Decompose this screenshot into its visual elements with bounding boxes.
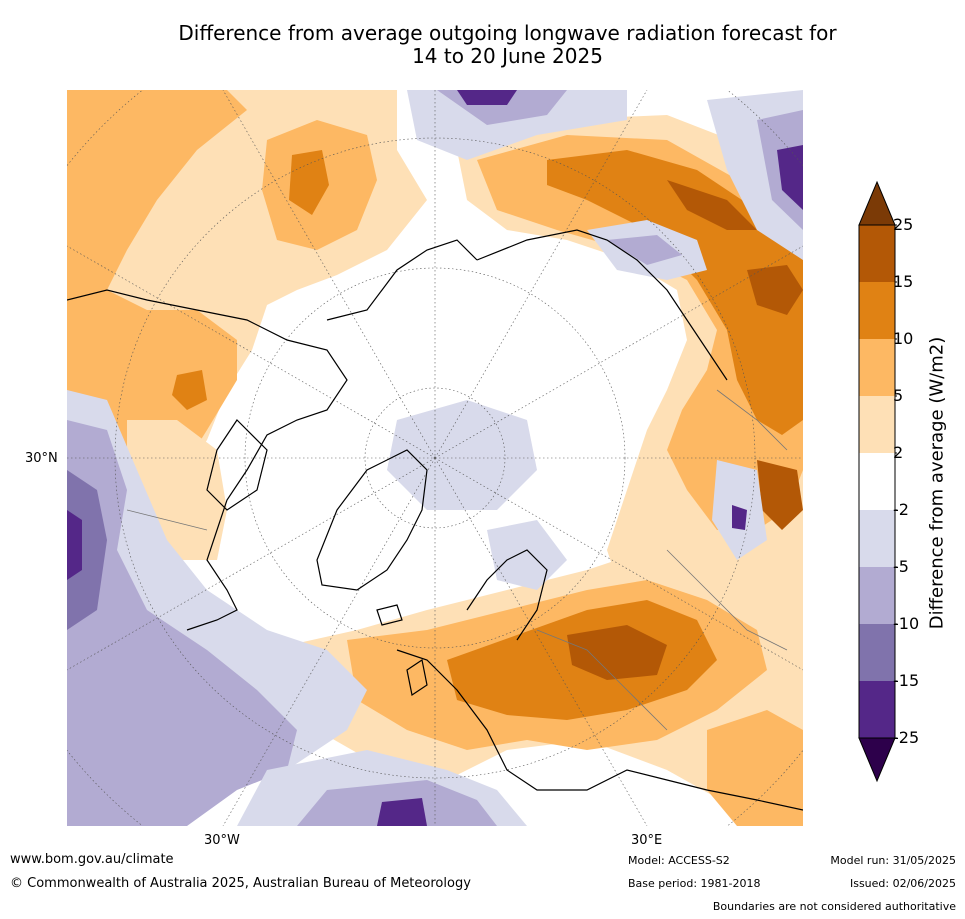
meridian-120w: [67, 245, 436, 459]
colorbar-tick-label: 10: [893, 329, 914, 348]
anomaly-region-north-pacific-core: [289, 150, 329, 215]
anomaly-region-arctic-siberia-medium: [607, 235, 682, 265]
coastline-north-america: [67, 289, 348, 631]
colorbar-axis-label: Difference from average (W/m2): [926, 336, 948, 630]
colorbar-bin-m5-m10: [859, 567, 895, 624]
meridian-150w: [222, 90, 436, 459]
anomaly-region-siberia-core: [667, 180, 757, 230]
coastline-hudson-bay: [206, 419, 268, 511]
anomaly-region-arctic-patch: [387, 400, 537, 510]
coastline-iceland: [376, 604, 403, 626]
meridian-30w: [222, 457, 436, 826]
country-borders: [126, 389, 788, 731]
border-china: [716, 389, 788, 451]
map-title: Difference from average outgoing longwav…: [120, 22, 895, 68]
colorbar-tick-label: 2: [893, 443, 904, 462]
coastline-scandinavia: [466, 549, 548, 641]
anomaly-region-north-pacific-trough-core: [457, 90, 517, 105]
colorbar-bin-m15-m25: [859, 681, 895, 738]
colorbar-bin-10-15: [859, 282, 895, 339]
colorbar-bin-5-10: [859, 339, 895, 396]
colorbar-tick-label: 5: [893, 386, 904, 405]
anomaly-region-atlantic-medium: [67, 420, 297, 826]
model-name: Model: ACCESS-S2: [628, 854, 730, 867]
graticule: [67, 90, 803, 826]
colorbar-tick-label: 15: [893, 272, 914, 291]
website-link[interactable]: www.bom.gov.au/climate: [10, 852, 174, 867]
anomaly-region-tibet-core: [732, 505, 747, 530]
anomaly-region-east-asia-core: [777, 145, 803, 210]
anomaly-region-canada-core: [172, 370, 207, 410]
polar-map: [67, 90, 803, 826]
coastline-greenland: [316, 449, 428, 591]
model-run-date: Model run: 31/05/2025: [830, 854, 956, 867]
coastline-europe: [396, 649, 803, 811]
border-central-asia: [666, 549, 788, 651]
copyright-text: © Commonwealth of Australia 2025, Austra…: [10, 876, 471, 891]
anomaly-region-far-east-core: [747, 265, 803, 315]
base-period: Base period: 1981-2018: [628, 877, 761, 890]
coastlines: [67, 229, 803, 811]
meridian-120e: [434, 245, 803, 459]
coastline-alaska: [326, 239, 478, 321]
anomaly-region-scandinavia-patch: [487, 520, 567, 590]
border-usa-canada: [126, 509, 208, 531]
longitude-label-30e: 30°E: [631, 833, 663, 848]
colorbar-over-arrow: [858, 180, 896, 226]
border-russia-west: [536, 629, 668, 731]
colorbar-bin-neutral: [859, 453, 895, 510]
latitude-circle-80n: [364, 387, 506, 529]
colorbar-tick-label: -5: [893, 557, 909, 576]
meridian-60e: [434, 457, 803, 671]
boundaries-disclaimer: Boundaries are not considered authoritat…: [712, 900, 956, 913]
colorbar: [858, 180, 897, 783]
map-canvas: [67, 90, 803, 826]
anomaly-region-central-asia-core: [757, 460, 803, 530]
latitude-label-30n: 30°N: [25, 451, 58, 466]
coastline-siberia: [476, 229, 728, 381]
colorbar-bin-m2-m5: [859, 510, 895, 567]
colorbar-bin-m10-m15: [859, 624, 895, 681]
colorbar-bin-15-25: [859, 225, 895, 282]
anomaly-region-middle-east: [707, 710, 803, 826]
colorbar-tick-label: -25: [893, 728, 920, 747]
colorbar-ticks: [895, 224, 897, 739]
anomaly-region-atlantic-core: [67, 510, 82, 580]
colorbar-under-arrow: [858, 737, 896, 783]
meridian-60w: [67, 457, 436, 671]
colorbar-tick-label: -2: [893, 500, 909, 519]
meridian-30e: [434, 457, 648, 826]
map-title-line-2: 14 to 20 June 2025: [412, 44, 603, 68]
negative-anomaly-layer: [67, 90, 803, 826]
latitude-circle-60n: [244, 267, 626, 649]
meridian-150e: [434, 90, 648, 459]
colorbar-tick-label: 25: [893, 215, 914, 234]
colorbar-tick-label: -10: [893, 614, 920, 633]
map-title-line-1: Difference from average outgoing longwav…: [178, 21, 837, 45]
issued-date: Issued: 02/06/2025: [849, 877, 956, 890]
anomaly-region-eastern-europe-core: [567, 625, 667, 680]
colorbar-outline: [858, 224, 896, 739]
longitude-label-30w: 30°W: [204, 833, 240, 848]
anomaly-region-africa-core: [377, 798, 427, 826]
colorbar-tick-label: -15: [893, 671, 920, 690]
colorbar-bin-2-5: [859, 396, 895, 453]
coastline-british-isles: [406, 659, 428, 696]
anomaly-region-atlantic-dark: [67, 470, 107, 630]
